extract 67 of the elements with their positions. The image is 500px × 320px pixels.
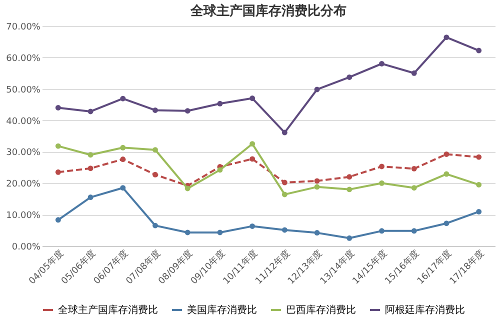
point bbox=[152, 172, 158, 178]
point bbox=[217, 100, 223, 106]
point bbox=[346, 174, 352, 180]
point bbox=[476, 48, 482, 54]
point bbox=[55, 217, 61, 223]
point bbox=[444, 151, 450, 157]
point bbox=[250, 141, 256, 147]
point bbox=[120, 156, 126, 162]
point bbox=[88, 108, 94, 114]
point bbox=[314, 86, 320, 92]
point bbox=[282, 227, 288, 233]
point bbox=[250, 223, 256, 229]
point bbox=[476, 209, 482, 214]
point bbox=[152, 147, 158, 153]
point bbox=[314, 230, 320, 236]
y-tick-label: 70.00% bbox=[6, 22, 41, 32]
y-tick-label: 50.00% bbox=[6, 85, 41, 96]
point bbox=[444, 220, 450, 226]
point bbox=[120, 185, 126, 191]
y-tick-label: 20.00% bbox=[6, 180, 41, 190]
y-tick-label: 0.00% bbox=[12, 242, 41, 252]
point bbox=[120, 144, 126, 150]
point bbox=[346, 74, 352, 80]
y-tick-label: 40.00% bbox=[6, 116, 41, 127]
point bbox=[476, 154, 482, 160]
point bbox=[314, 184, 320, 190]
point bbox=[444, 171, 450, 177]
point bbox=[55, 169, 61, 175]
legend-label: 全球主产国库存消费比 bbox=[58, 304, 158, 316]
chart-title: 全球主产国库存消费比分布 bbox=[190, 3, 346, 19]
legend-label: 阿根廷库存消费比 bbox=[385, 304, 465, 316]
point bbox=[282, 130, 288, 136]
point bbox=[346, 186, 352, 192]
point bbox=[88, 194, 94, 200]
y-tick-label: 10.00% bbox=[6, 211, 41, 222]
point bbox=[476, 182, 482, 188]
point bbox=[411, 228, 417, 234]
point bbox=[184, 230, 190, 236]
point bbox=[411, 166, 417, 172]
point bbox=[184, 108, 190, 114]
point bbox=[379, 228, 384, 234]
point bbox=[88, 166, 94, 172]
y-tick-label: 30.00% bbox=[6, 148, 41, 158]
legend-label: 巴西库存消费比 bbox=[286, 304, 356, 316]
point bbox=[217, 230, 223, 236]
point bbox=[55, 143, 61, 149]
point bbox=[346, 235, 352, 241]
point bbox=[250, 156, 256, 162]
point bbox=[88, 152, 94, 158]
point bbox=[282, 180, 288, 186]
point bbox=[444, 34, 450, 40]
y-tick-label: 60.00% bbox=[6, 54, 41, 64]
point bbox=[379, 180, 384, 186]
point bbox=[314, 178, 320, 184]
legend-label: 美国库存消费比 bbox=[187, 304, 257, 316]
point bbox=[411, 70, 417, 76]
point bbox=[282, 192, 288, 198]
point bbox=[411, 185, 417, 191]
point bbox=[379, 60, 384, 66]
point bbox=[217, 167, 223, 173]
point bbox=[184, 186, 190, 192]
point bbox=[152, 107, 158, 113]
point bbox=[379, 164, 384, 170]
point bbox=[152, 222, 158, 228]
point bbox=[120, 96, 126, 102]
point bbox=[250, 96, 256, 102]
point bbox=[55, 104, 61, 110]
